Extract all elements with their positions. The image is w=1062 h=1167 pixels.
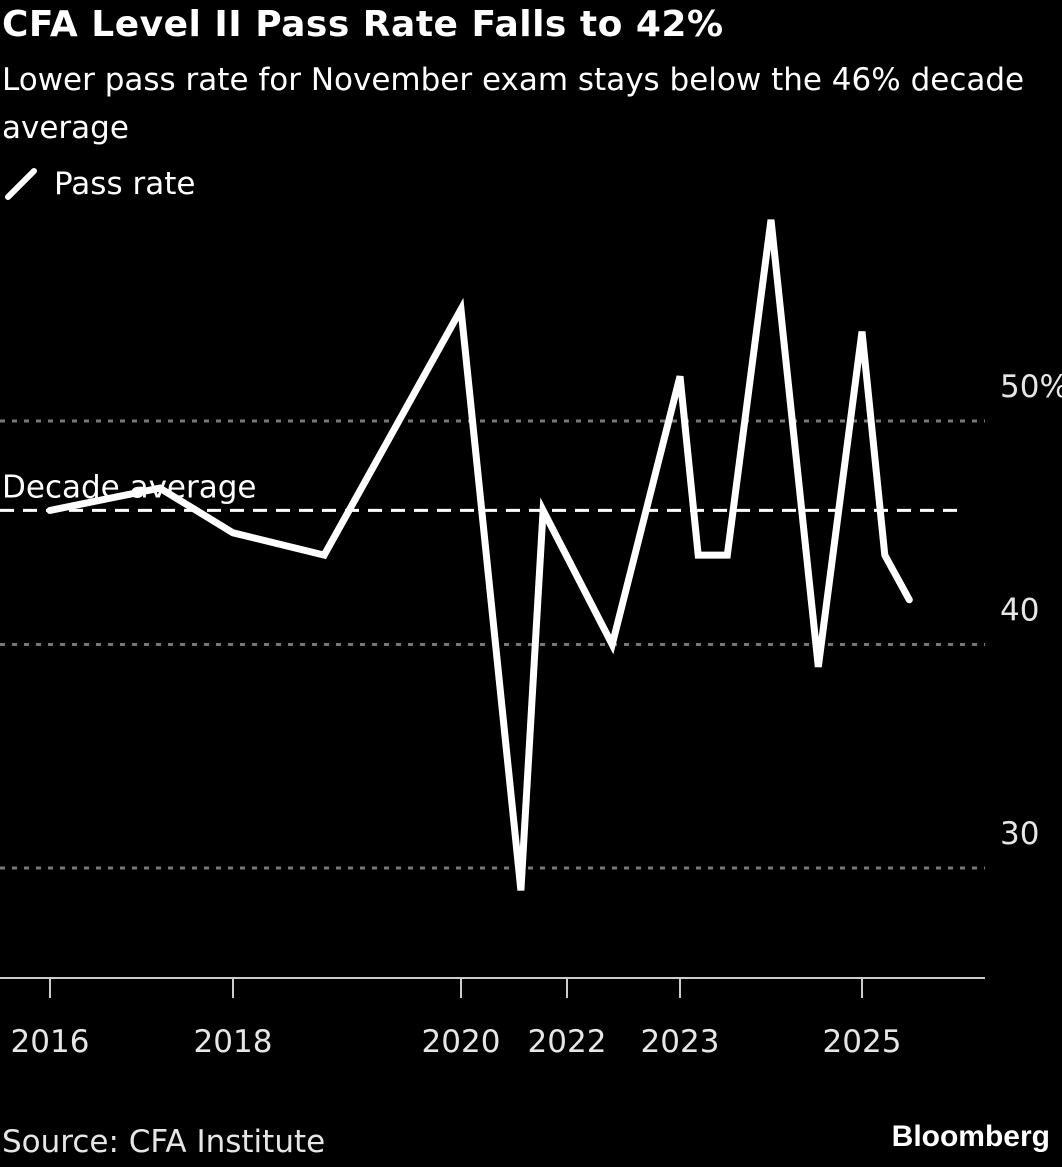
pass-rate-line <box>46 219 913 891</box>
line-chart: 30 40 50% 2016 2018 2020 2022 2023 2025 Decade av… <box>0 219 1062 1060</box>
x-tick-label: 2018 <box>194 1024 273 1060</box>
y-tick-label: 40 <box>1000 593 1039 629</box>
legend: Pass rate <box>4 166 195 202</box>
chart-subtitle: Lower pass rate for November exam stays … <box>2 62 1025 146</box>
y-tick-label: 50% <box>1000 369 1062 405</box>
y-tick-label: 30 <box>1000 816 1039 852</box>
x-tick-label: 2022 <box>528 1024 607 1060</box>
x-tick-label: 2016 <box>11 1024 90 1060</box>
decade-average-label: Decade average <box>2 469 257 505</box>
legend-label: Pass rate <box>54 166 196 202</box>
x-tick-label: 2020 <box>422 1024 501 1060</box>
x-tick-label: 2023 <box>641 1024 720 1060</box>
chart-title: CFA Level II Pass Rate Falls to 42% <box>2 4 724 45</box>
source-note: Source: CFA Institute <box>2 1124 326 1160</box>
x-tick-label: 2025 <box>823 1024 902 1060</box>
legend-line-icon <box>5 168 37 200</box>
bloomberg-logo: Bloomberg <box>891 1120 1050 1153</box>
